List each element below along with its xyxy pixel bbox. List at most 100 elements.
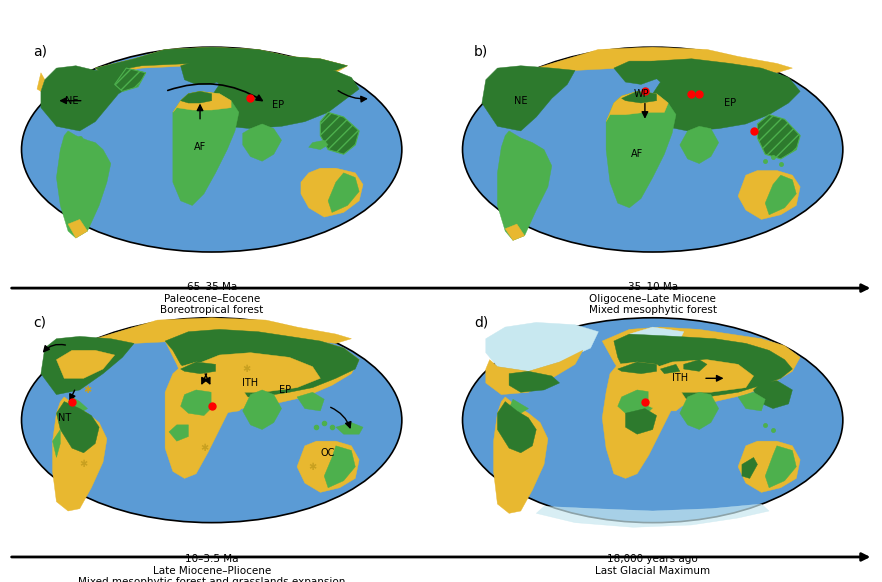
Polygon shape bbox=[486, 322, 598, 371]
Text: ✱: ✱ bbox=[243, 364, 250, 374]
Polygon shape bbox=[661, 364, 680, 374]
Polygon shape bbox=[602, 327, 800, 406]
Polygon shape bbox=[630, 327, 684, 350]
Polygon shape bbox=[497, 131, 552, 240]
Polygon shape bbox=[297, 441, 359, 492]
Polygon shape bbox=[649, 385, 688, 411]
Polygon shape bbox=[165, 329, 359, 409]
Text: ITH: ITH bbox=[243, 378, 258, 388]
Text: EP: EP bbox=[724, 98, 736, 108]
Ellipse shape bbox=[462, 318, 843, 523]
Polygon shape bbox=[509, 371, 559, 392]
Polygon shape bbox=[766, 175, 796, 215]
Polygon shape bbox=[509, 399, 528, 413]
Polygon shape bbox=[505, 224, 525, 240]
Text: OC: OC bbox=[321, 448, 335, 458]
Polygon shape bbox=[494, 397, 548, 513]
Polygon shape bbox=[169, 425, 189, 441]
Polygon shape bbox=[614, 334, 792, 399]
Ellipse shape bbox=[462, 47, 843, 252]
Polygon shape bbox=[497, 402, 536, 453]
Polygon shape bbox=[758, 115, 800, 159]
Text: ITH: ITH bbox=[672, 373, 688, 384]
Polygon shape bbox=[320, 112, 359, 154]
Polygon shape bbox=[68, 397, 87, 413]
Polygon shape bbox=[196, 353, 320, 392]
Polygon shape bbox=[53, 430, 60, 457]
Polygon shape bbox=[486, 350, 583, 395]
Text: NE: NE bbox=[514, 95, 527, 106]
Polygon shape bbox=[41, 66, 146, 131]
Polygon shape bbox=[602, 362, 676, 478]
Text: ✱: ✱ bbox=[84, 385, 92, 395]
Text: 35–10 Ma
Oligocene–Late Miocene
Mixed mesophytic forest: 35–10 Ma Oligocene–Late Miocene Mixed me… bbox=[588, 282, 717, 315]
Polygon shape bbox=[95, 47, 348, 73]
Text: ✱: ✱ bbox=[79, 459, 87, 470]
Polygon shape bbox=[536, 47, 792, 77]
Polygon shape bbox=[328, 173, 359, 212]
Polygon shape bbox=[212, 385, 250, 413]
Polygon shape bbox=[738, 392, 766, 411]
Polygon shape bbox=[606, 91, 676, 208]
Polygon shape bbox=[68, 219, 87, 238]
Polygon shape bbox=[181, 362, 215, 374]
Polygon shape bbox=[482, 66, 575, 131]
Text: 18,000 years ago
Last Glacial Maximum: 18,000 years ago Last Glacial Maximum bbox=[595, 554, 710, 576]
Polygon shape bbox=[181, 61, 235, 84]
Polygon shape bbox=[115, 68, 146, 91]
Text: c): c) bbox=[34, 315, 46, 329]
Polygon shape bbox=[684, 360, 707, 371]
Polygon shape bbox=[301, 168, 363, 217]
Text: 65–35 Ma
Paleocene–Eocene
Boreotropical forest: 65–35 Ma Paleocene–Eocene Boreotropical … bbox=[160, 282, 264, 315]
Text: a): a) bbox=[34, 45, 47, 59]
Polygon shape bbox=[297, 392, 325, 411]
Polygon shape bbox=[56, 350, 115, 378]
Text: ✱: ✱ bbox=[200, 443, 208, 453]
Polygon shape bbox=[617, 390, 656, 416]
Ellipse shape bbox=[21, 318, 402, 523]
Polygon shape bbox=[680, 392, 719, 430]
Polygon shape bbox=[95, 47, 348, 75]
Polygon shape bbox=[622, 91, 656, 103]
Polygon shape bbox=[56, 131, 111, 238]
Polygon shape bbox=[606, 91, 669, 122]
Polygon shape bbox=[309, 140, 328, 150]
Polygon shape bbox=[181, 91, 212, 103]
Text: AF: AF bbox=[631, 149, 643, 159]
Polygon shape bbox=[243, 124, 281, 161]
Polygon shape bbox=[641, 360, 753, 392]
Polygon shape bbox=[56, 402, 99, 453]
Polygon shape bbox=[641, 59, 800, 131]
Polygon shape bbox=[173, 91, 239, 205]
Polygon shape bbox=[336, 423, 363, 434]
Text: WP: WP bbox=[633, 88, 649, 99]
Polygon shape bbox=[536, 504, 769, 527]
Polygon shape bbox=[181, 390, 215, 416]
Polygon shape bbox=[742, 457, 758, 478]
Polygon shape bbox=[243, 390, 281, 430]
Polygon shape bbox=[753, 381, 792, 409]
Text: ✱: ✱ bbox=[309, 462, 317, 472]
Text: NT: NT bbox=[57, 413, 71, 423]
Text: b): b) bbox=[475, 45, 489, 59]
Polygon shape bbox=[738, 441, 800, 492]
Text: NE: NE bbox=[65, 95, 78, 106]
Ellipse shape bbox=[21, 47, 402, 252]
Polygon shape bbox=[37, 73, 45, 91]
Text: EP: EP bbox=[280, 385, 291, 395]
Polygon shape bbox=[325, 446, 355, 488]
Polygon shape bbox=[165, 329, 359, 397]
Polygon shape bbox=[766, 446, 796, 488]
Text: 10–3.5 Ma
Late Miocene–Pliocene
Mixed mesophytic forest and grasslands expansion: 10–3.5 Ma Late Miocene–Pliocene Mixed me… bbox=[78, 554, 346, 582]
Polygon shape bbox=[165, 362, 235, 478]
Text: AF: AF bbox=[194, 142, 206, 152]
Text: d): d) bbox=[475, 315, 489, 329]
Polygon shape bbox=[625, 409, 656, 434]
Polygon shape bbox=[617, 362, 656, 374]
Polygon shape bbox=[53, 397, 107, 511]
Polygon shape bbox=[680, 126, 719, 164]
Text: EP: EP bbox=[272, 100, 284, 111]
Polygon shape bbox=[204, 59, 359, 129]
Polygon shape bbox=[173, 91, 231, 112]
Polygon shape bbox=[614, 61, 669, 84]
